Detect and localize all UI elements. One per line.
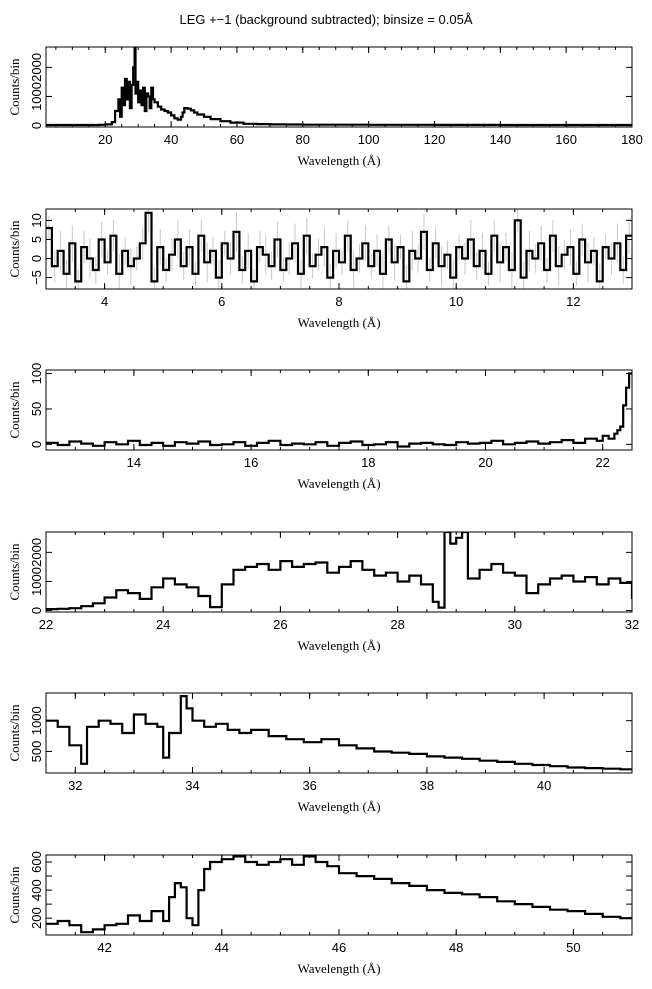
x-tick-label: 60 xyxy=(230,132,244,147)
error-bars xyxy=(48,209,630,289)
x-tick-label: 100 xyxy=(358,132,380,147)
panels: 20 40 60 80 100 120 140 160 180010002000Waveleng… xyxy=(7,46,643,976)
y-tick-label: 0 xyxy=(29,607,44,614)
x-tick-label: 4 xyxy=(101,294,108,309)
y-tick-label: 1000 xyxy=(29,706,44,735)
x-tick-label: 22 xyxy=(595,455,609,470)
y-tick-label: 0 xyxy=(29,122,44,129)
x-tick-label: 40 xyxy=(537,778,551,793)
x-tick-label: 10 xyxy=(449,294,463,309)
plot-frame xyxy=(45,369,633,451)
x-tick-label: 80 xyxy=(296,132,310,147)
x-tick-label: 18 xyxy=(361,455,375,470)
x-tick-label: 20 xyxy=(98,132,112,147)
x-tick-label: 6 xyxy=(218,294,225,309)
x-tick-label: 44 xyxy=(215,940,229,955)
y-tick-label: 500 xyxy=(29,741,44,763)
x-axis-label: Wavelength (Å) xyxy=(297,315,380,330)
figure-title: LEG +−1 (background subtracted); binsize… xyxy=(179,12,472,27)
y-tick-label: 10 xyxy=(29,213,44,227)
x-tick-label: 30 xyxy=(508,617,522,632)
y-axis-label: Counts/bin xyxy=(7,866,22,924)
x-tick-label: 12 xyxy=(566,294,580,309)
x-tick-label: 160 xyxy=(555,132,577,147)
x-tick-label: 32 xyxy=(625,617,639,632)
y-axis-label: Counts/bin xyxy=(7,58,22,116)
x-tick-label: 40 xyxy=(164,132,178,147)
panel-3: 14 16 18 20 22 0 50 100 Wavelength (Å) Counts/bin xyxy=(7,363,633,491)
series-line xyxy=(46,211,632,283)
x-tick-label: 34 xyxy=(185,778,199,793)
x-tick-label: 180 xyxy=(621,132,643,147)
series-line xyxy=(46,372,632,448)
y-tick-label: 2000 xyxy=(29,53,44,82)
y-tick-label: −5 xyxy=(29,270,44,285)
x-tick-label: 48 xyxy=(449,940,463,955)
y-tick-label: 1000 xyxy=(29,567,44,596)
y-tick-label: 200 xyxy=(29,907,44,929)
y-tick-label: 1000 xyxy=(29,82,44,111)
x-tick-label: 28 xyxy=(390,617,404,632)
x-axis-label: Wavelength (Å) xyxy=(297,153,380,168)
y-tick-label: 50 xyxy=(29,402,44,416)
y-tick-label: 400 xyxy=(29,879,44,901)
series-line xyxy=(46,47,632,127)
series-line xyxy=(46,855,632,934)
y-axis-label: Counts/bin xyxy=(7,704,22,762)
panel-6: 42 44 46 48 50 200 400 600 Wavelength (Å) Counts/… xyxy=(7,851,633,976)
y-axis-label: Counts/bin xyxy=(7,381,22,439)
panel-2: 4 6 8 10 12 −5 0 5 10 Wavelength (Å) Counts/bin xyxy=(7,208,633,330)
x-tick-label: 36 xyxy=(302,778,316,793)
x-axis-label: Wavelength (Å) xyxy=(297,799,380,814)
series-line xyxy=(46,532,632,611)
y-tick-label: 0 xyxy=(29,441,44,448)
x-axis-label: Wavelength (Å) xyxy=(297,476,380,491)
y-axis-label: Counts/bin xyxy=(7,543,22,601)
x-tick-label: 140 xyxy=(489,132,511,147)
y-tick-label: 2000 xyxy=(29,538,44,567)
x-axis-label: Wavelength (Å) xyxy=(297,638,380,653)
plot-frame xyxy=(45,46,633,128)
y-tick-label: 5 xyxy=(29,236,44,243)
x-tick-label: 20 xyxy=(478,455,492,470)
x-tick-label: 32 xyxy=(68,778,82,793)
y-axis-label: Counts/bin xyxy=(7,220,22,278)
x-axis-label: Wavelength (Å) xyxy=(297,961,380,976)
y-tick-label: 600 xyxy=(29,851,44,873)
x-tick-label: 120 xyxy=(424,132,446,147)
x-tick-label: 22 xyxy=(39,617,53,632)
x-tick-label: 16 xyxy=(244,455,258,470)
y-tick-label: 100 xyxy=(29,363,44,385)
x-tick-label: 50 xyxy=(566,940,580,955)
x-tick-label: 8 xyxy=(335,294,342,309)
x-tick-label: 24 xyxy=(156,617,170,632)
x-tick-label: 38 xyxy=(420,778,434,793)
panel-5: 32 34 36 38 40 500 1000 Wavelength (Å) Counts/bi… xyxy=(7,692,633,814)
x-tick-label: 46 xyxy=(332,940,346,955)
x-tick-label: 14 xyxy=(127,455,141,470)
y-tick-label: 0 xyxy=(29,255,44,262)
x-tick-label: 42 xyxy=(97,940,111,955)
series-line xyxy=(46,695,632,771)
x-tick-label: 26 xyxy=(273,617,287,632)
